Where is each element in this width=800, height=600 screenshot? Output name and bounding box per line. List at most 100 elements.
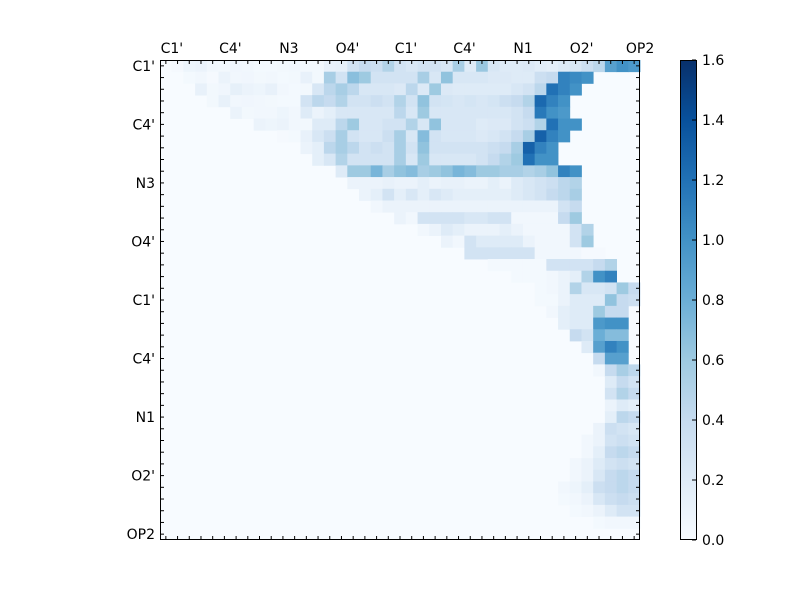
heatmap-cell (569, 83, 582, 96)
heatmap-cell (569, 118, 582, 131)
heatmap-cell (487, 118, 500, 131)
colorbar-tick-label: 0.4 (702, 413, 724, 429)
heatmap-cell (581, 434, 594, 447)
heatmap-cell (569, 200, 582, 213)
heatmap-cell (288, 106, 301, 119)
heatmap-cell (429, 95, 442, 108)
heatmap-cell (593, 422, 606, 436)
heatmap-cell (359, 83, 372, 96)
heatmap-cell (405, 153, 418, 166)
heatmap-cell (417, 106, 430, 119)
heatmap-cell (335, 60, 348, 73)
heatmap-cell (534, 83, 547, 96)
heatmap-cell (265, 95, 278, 108)
heatmap-cell (546, 235, 559, 248)
heatmap-cell (628, 493, 641, 506)
heatmap-cell (487, 188, 500, 201)
heatmap-cell (558, 270, 571, 283)
heatmap-cell (487, 141, 500, 155)
heatmap-cell (347, 165, 360, 178)
heatmap-cell (347, 130, 360, 143)
heatmap-cell (405, 95, 418, 108)
heatmap-cell (277, 71, 290, 84)
heatmap-cell (581, 71, 594, 84)
heatmap-cell (452, 223, 465, 237)
heatmap-cell (382, 188, 395, 201)
y-tick-label: C4' (132, 352, 155, 368)
heatmap-cell (241, 83, 255, 96)
heatmap-cell (452, 188, 465, 201)
heatmap-cell (534, 60, 547, 73)
heatmap-cell (604, 294, 617, 307)
heatmap-cell (593, 282, 606, 295)
heatmap-cell (464, 200, 477, 213)
heatmap-cell (522, 212, 536, 225)
x-tick-label: C1' (161, 41, 184, 57)
heatmap-cell (359, 130, 372, 143)
heatmap-cell (534, 294, 547, 307)
heatmap-cell (616, 469, 629, 482)
heatmap-cell (382, 106, 395, 119)
heatmap-cell (405, 130, 418, 143)
heatmap-cell (616, 305, 629, 318)
heatmap-cell (323, 106, 337, 119)
heatmap-cell (312, 153, 325, 166)
heatmap-cell (323, 83, 337, 96)
heatmap-cell (558, 130, 571, 143)
heatmap-cell (499, 71, 512, 84)
heatmap-cell (604, 446, 617, 459)
heatmap-cell (558, 177, 571, 190)
heatmap-cell (370, 118, 383, 131)
heatmap-cell (499, 165, 512, 178)
heatmap-cell (382, 153, 395, 166)
heatmap-cell (581, 504, 594, 517)
heatmap-cell (499, 247, 512, 260)
heatmap-cell (628, 376, 641, 389)
colorbar-tick-label: 0.2 (702, 473, 724, 489)
heatmap-cell (323, 71, 337, 84)
heatmap-cell (370, 188, 383, 201)
heatmap-cell (511, 270, 524, 283)
heatmap-cell (628, 294, 641, 307)
heatmap-cell (546, 177, 559, 190)
heatmap-cell (581, 340, 594, 354)
heatmap-cell (312, 130, 325, 143)
heatmap-cell (534, 177, 547, 190)
heatmap-cell (534, 223, 547, 237)
heatmap-cell (429, 153, 442, 166)
heatmap-cell (569, 259, 582, 272)
heatmap-cell (558, 71, 571, 84)
heatmap-cell (335, 71, 348, 84)
heatmap-cell (323, 95, 337, 108)
heatmap-cell (604, 376, 617, 389)
heatmap-cell (499, 177, 512, 190)
heatmap-cell (593, 516, 606, 529)
heatmap-cell (616, 399, 629, 412)
heatmap-cell (452, 60, 465, 73)
heatmap-cell (405, 60, 418, 73)
heatmap-cell (628, 469, 641, 482)
heatmap-cell (230, 71, 243, 84)
heatmap-cell (487, 247, 500, 260)
heatmap-cell (183, 71, 196, 84)
heatmap-cell (569, 188, 582, 201)
heatmap-cell (616, 387, 629, 400)
heatmap-cell (312, 106, 325, 119)
heatmap-cell (522, 106, 536, 119)
heatmap-cell (616, 376, 629, 389)
heatmap-cell (569, 270, 582, 283)
heatmap-cell (323, 118, 337, 131)
heatmap-cell (464, 153, 477, 166)
heatmap-cell (569, 481, 582, 494)
heatmap-cell (546, 200, 559, 213)
heatmap-cell (464, 177, 477, 190)
heatmap-cell (288, 118, 301, 131)
heatmap-cell (382, 60, 395, 73)
heatmap-cell (440, 200, 454, 213)
heatmap-cell (288, 71, 301, 84)
heatmap-cell (604, 422, 617, 436)
heatmap-cell (206, 95, 219, 108)
y-tick-label: C4' (132, 117, 155, 133)
heatmap-cell (558, 165, 571, 178)
